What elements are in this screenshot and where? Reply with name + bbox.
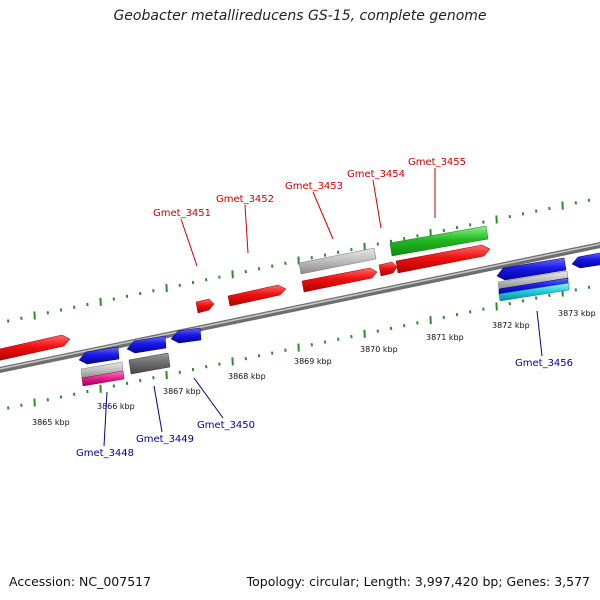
gene-arrow-gmet-3448[interactable] — [78, 346, 120, 365]
gene-arrow-left-edge[interactable] — [0, 334, 71, 361]
leader-gmet-3456 — [536, 310, 543, 357]
label-leaders — [103, 168, 543, 447]
gene-arrow-gmet-3456[interactable] — [496, 257, 567, 281]
label-gmet-3448[interactable]: Gmet_3448 — [76, 448, 134, 459]
feature-bar-dark-3449[interactable] — [128, 352, 171, 375]
reverse-genes — [78, 252, 600, 387]
label-gmet-3449[interactable]: Gmet_3449 — [136, 434, 194, 445]
leader-gmet-3448 — [103, 391, 108, 447]
scale-label-3866: 3866 kbp — [97, 402, 135, 411]
label-gmet-3452[interactable]: Gmet_3452 — [216, 194, 274, 205]
accession-label: Accession: NC_007517 — [9, 574, 152, 589]
gene-arrow-right-edge[interactable] — [571, 252, 600, 269]
leader-gmet-3450 — [193, 377, 224, 419]
gene-arrow-gmet-3450[interactable] — [170, 327, 202, 344]
gene-arrow-gmet-3453[interactable] — [301, 267, 378, 293]
gene-labels: Gmet_3451 Gmet_3452 Gmet_3453 Gmet_3454 … — [76, 157, 573, 459]
scale-label-3865: 3865 kbp — [32, 418, 70, 427]
leader-gmet-3453 — [312, 191, 334, 240]
scale-label-3869: 3869 kbp — [294, 357, 332, 366]
leader-gmet-3454 — [372, 179, 382, 229]
leader-gmet-3449 — [153, 385, 163, 433]
reverse-tick-row — [7, 285, 591, 410]
scale-label-3868: 3868 kbp — [228, 372, 266, 381]
gene-arrow-gmet-3449[interactable] — [126, 335, 167, 354]
map-title: Geobacter metallireducens GS-15, complet… — [113, 8, 487, 24]
label-gmet-3453[interactable]: Gmet_3453 — [285, 181, 343, 192]
feature-bar-green-forward[interactable] — [389, 225, 489, 257]
label-gmet-3451[interactable]: Gmet_3451 — [153, 208, 211, 219]
scale-label-3870: 3870 kbp — [360, 345, 398, 354]
gene-arrow-gmet-3454[interactable] — [378, 261, 398, 277]
scale-label-3873: 3873 kbp — [558, 309, 596, 318]
scale-label-3872: 3872 kbp — [492, 321, 530, 330]
forward-genes — [0, 225, 491, 361]
feature-bar-magenta-3448[interactable] — [81, 370, 125, 387]
label-gmet-3454[interactable]: Gmet_3454 — [347, 169, 405, 180]
topology-label: Topology: circular; Length: 3,997,420 bp… — [246, 574, 590, 589]
gene-arrow-gmet-3451[interactable] — [195, 298, 215, 314]
gene-arrow-gmet-3452[interactable] — [227, 284, 287, 307]
scale-label-3867: 3867 kbp — [163, 387, 201, 396]
forward-tick-row — [7, 198, 591, 323]
scale-labels: 3865 kbp 3866 kbp 3867 kbp 3868 kbp 3869… — [32, 309, 596, 427]
label-gmet-3455[interactable]: Gmet_3455 — [408, 157, 466, 168]
feature-bar-cyan-3456[interactable] — [498, 282, 570, 302]
leader-gmet-3451 — [180, 218, 198, 267]
label-gmet-3450[interactable]: Gmet_3450 — [197, 420, 255, 431]
scale-label-3871: 3871 kbp — [426, 333, 464, 342]
gene-arrow-gmet-3455[interactable] — [395, 244, 491, 274]
backbone — [0, 242, 600, 373]
label-gmet-3456[interactable]: Gmet_3456 — [515, 358, 573, 369]
leader-gmet-3452 — [244, 204, 249, 254]
feature-bar-gray-forward[interactable] — [298, 247, 377, 275]
